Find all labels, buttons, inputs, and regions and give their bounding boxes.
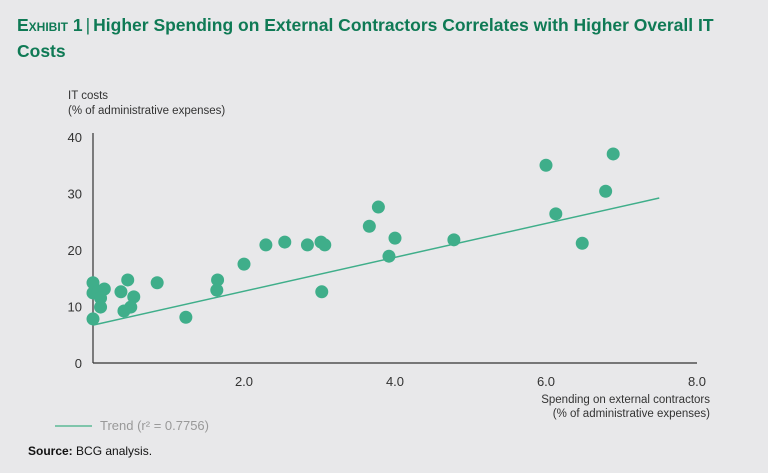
- y-tick-label: 10: [68, 300, 82, 315]
- data-point: [86, 312, 100, 326]
- source-note: Source: BCG analysis.: [28, 444, 152, 458]
- source-label: Source:: [28, 444, 73, 458]
- data-point: [539, 158, 553, 172]
- x-tick-label: 8.0: [688, 374, 706, 389]
- data-point: [278, 235, 292, 249]
- data-point: [179, 310, 193, 324]
- legend-trend-label: Trend (r² = 0.7756): [100, 418, 209, 433]
- data-point: [211, 273, 225, 287]
- data-point: [371, 200, 385, 214]
- x-tick-label: 2.0: [235, 374, 253, 389]
- x-axis-label-line1: Spending on external contractors: [541, 394, 710, 406]
- y-tick-label: 30: [68, 187, 82, 202]
- data-point: [300, 238, 314, 252]
- y-axis-label: IT costs (% of administrative expenses): [68, 89, 225, 119]
- chart-title: Exhibit 1 | Higher Spending on External Co…: [17, 12, 757, 64]
- data-point: [388, 231, 402, 245]
- data-point: [94, 300, 108, 314]
- data-point: [150, 276, 164, 290]
- data-point: [210, 283, 224, 297]
- trend-line: [92, 197, 660, 326]
- data-point: [549, 207, 563, 221]
- data-point: [237, 257, 251, 271]
- x-axis-label-line2: (% of administrative expenses): [552, 408, 710, 420]
- data-point: [117, 304, 131, 318]
- data-point: [127, 290, 141, 304]
- y-axis-label-line2: (% of administrative expenses): [68, 105, 226, 117]
- data-point: [575, 236, 589, 250]
- x-axis-label: Spending on external contractors (% of a…: [541, 393, 710, 421]
- title-text: Higher Spending on External Contractors …: [17, 15, 714, 61]
- data-point: [315, 285, 329, 299]
- y-tick-label: 20: [68, 243, 82, 258]
- data-point: [259, 238, 273, 252]
- exhibit-label: Exhibit 1: [17, 15, 83, 35]
- y-tick-label: 40: [68, 130, 82, 145]
- legend: Trend (r² = 0.7756): [55, 418, 209, 433]
- x-tick-label: 6.0: [537, 374, 555, 389]
- x-tick-label: 4.0: [386, 374, 404, 389]
- data-point: [94, 291, 108, 305]
- y-tick-label: 0: [75, 356, 82, 371]
- data-point: [362, 219, 376, 233]
- data-point: [121, 273, 135, 287]
- data-point: [447, 233, 461, 247]
- data-point: [382, 249, 396, 263]
- title-separator: |: [85, 15, 91, 35]
- data-point: [318, 238, 332, 252]
- source-text: BCG analysis.: [72, 444, 153, 458]
- data-point: [114, 285, 128, 299]
- data-point: [606, 147, 620, 161]
- y-axis-label-line1: IT costs: [68, 90, 109, 102]
- trend-line-swatch: [55, 424, 92, 427]
- data-point: [599, 184, 613, 198]
